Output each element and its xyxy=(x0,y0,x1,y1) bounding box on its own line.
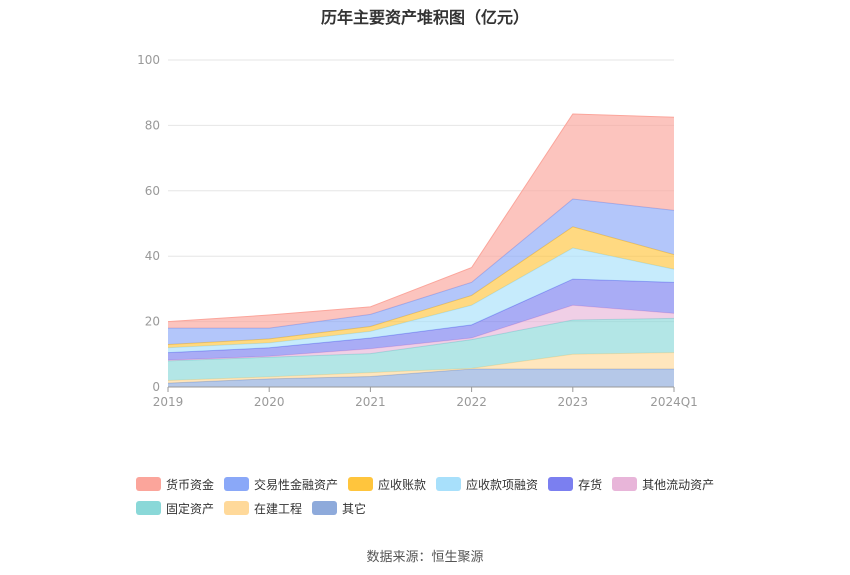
legend-label: 在建工程 xyxy=(254,501,303,516)
y-tick-label: 100 xyxy=(137,53,160,67)
legend-swatch xyxy=(136,477,161,491)
y-tick-label: 0 xyxy=(152,380,160,394)
legend-label: 其它 xyxy=(342,501,367,516)
x-tick-label: 2019 xyxy=(153,395,184,409)
legend-item[interactable]: 应收账款 xyxy=(348,476,426,493)
area-series xyxy=(168,369,674,387)
legend-item[interactable]: 其他流动资产 xyxy=(612,476,714,493)
x-tick-label: 2022 xyxy=(456,395,487,409)
x-tick-label: 2020 xyxy=(254,395,285,409)
legend-swatch xyxy=(436,477,462,491)
legend-item[interactable]: 交易性金融资产 xyxy=(224,476,338,493)
x-tick-label: 2024Q1 xyxy=(650,395,698,409)
legend-swatch xyxy=(612,477,638,491)
area-series xyxy=(168,198,674,345)
area-layer xyxy=(167,113,675,387)
legend-row-1: 货币资金 交易性金融资产 应收账款 应收款项融资 存货 其他流动资产 xyxy=(136,472,736,496)
y-tick-label: 20 xyxy=(145,315,160,329)
y-tick-label: 40 xyxy=(145,249,160,263)
data-source-note: 数据来源：恒生聚源 xyxy=(366,550,484,565)
legend-label: 应收款项融资 xyxy=(466,477,539,492)
area-series xyxy=(168,352,674,384)
area-series-line xyxy=(167,113,675,323)
area-series xyxy=(168,113,674,329)
area-series xyxy=(168,226,674,348)
area-series xyxy=(168,318,674,381)
legend-item[interactable]: 其它 xyxy=(312,500,366,517)
legend-label: 存货 xyxy=(578,477,603,492)
legend-item[interactable]: 在建工程 xyxy=(224,500,302,517)
legend-swatch xyxy=(136,501,161,515)
legend-swatch xyxy=(348,477,374,491)
legend-swatch xyxy=(548,477,574,491)
legend-item[interactable]: 固定资产 xyxy=(136,500,214,517)
legend-label: 交易性金融资产 xyxy=(254,477,339,492)
x-tick-label: 2021 xyxy=(355,395,386,409)
stacked-area-chart: 0 20 40 60 80 100 2019 2020 2021 2022 2023 2024Q1 xyxy=(137,53,698,409)
legend-item[interactable]: 存货 xyxy=(548,476,602,493)
legend-label: 其他流动资产 xyxy=(642,477,715,492)
area-series xyxy=(168,279,674,361)
chart-title: 历年主要资产堆积图（亿元） xyxy=(320,8,529,27)
legend-swatch xyxy=(224,501,250,515)
legend-item[interactable]: 应收款项融资 xyxy=(436,476,538,493)
x-tick-label: 2023 xyxy=(558,395,589,409)
legend-swatch xyxy=(224,477,250,491)
legend-item[interactable]: 货币资金 xyxy=(136,476,214,493)
area-series xyxy=(168,305,674,361)
axis-layer: 0 20 40 60 80 100 2019 2020 2021 2022 2023 2024Q1 xyxy=(137,53,698,409)
y-tick-label: 60 xyxy=(145,184,160,198)
legend-label: 应收账款 xyxy=(378,477,427,492)
chart-legend: 货币资金 交易性金融资产 应收账款 应收款项融资 存货 其他流动资产 固定资产 xyxy=(136,472,736,520)
y-tick-label: 80 xyxy=(145,118,160,132)
area-series xyxy=(168,248,674,353)
legend-label: 固定资产 xyxy=(166,501,215,516)
legend-row-2: 固定资产 在建工程 其它 xyxy=(136,496,736,520)
legend-label: 货币资金 xyxy=(166,477,215,492)
legend-swatch xyxy=(312,501,338,515)
